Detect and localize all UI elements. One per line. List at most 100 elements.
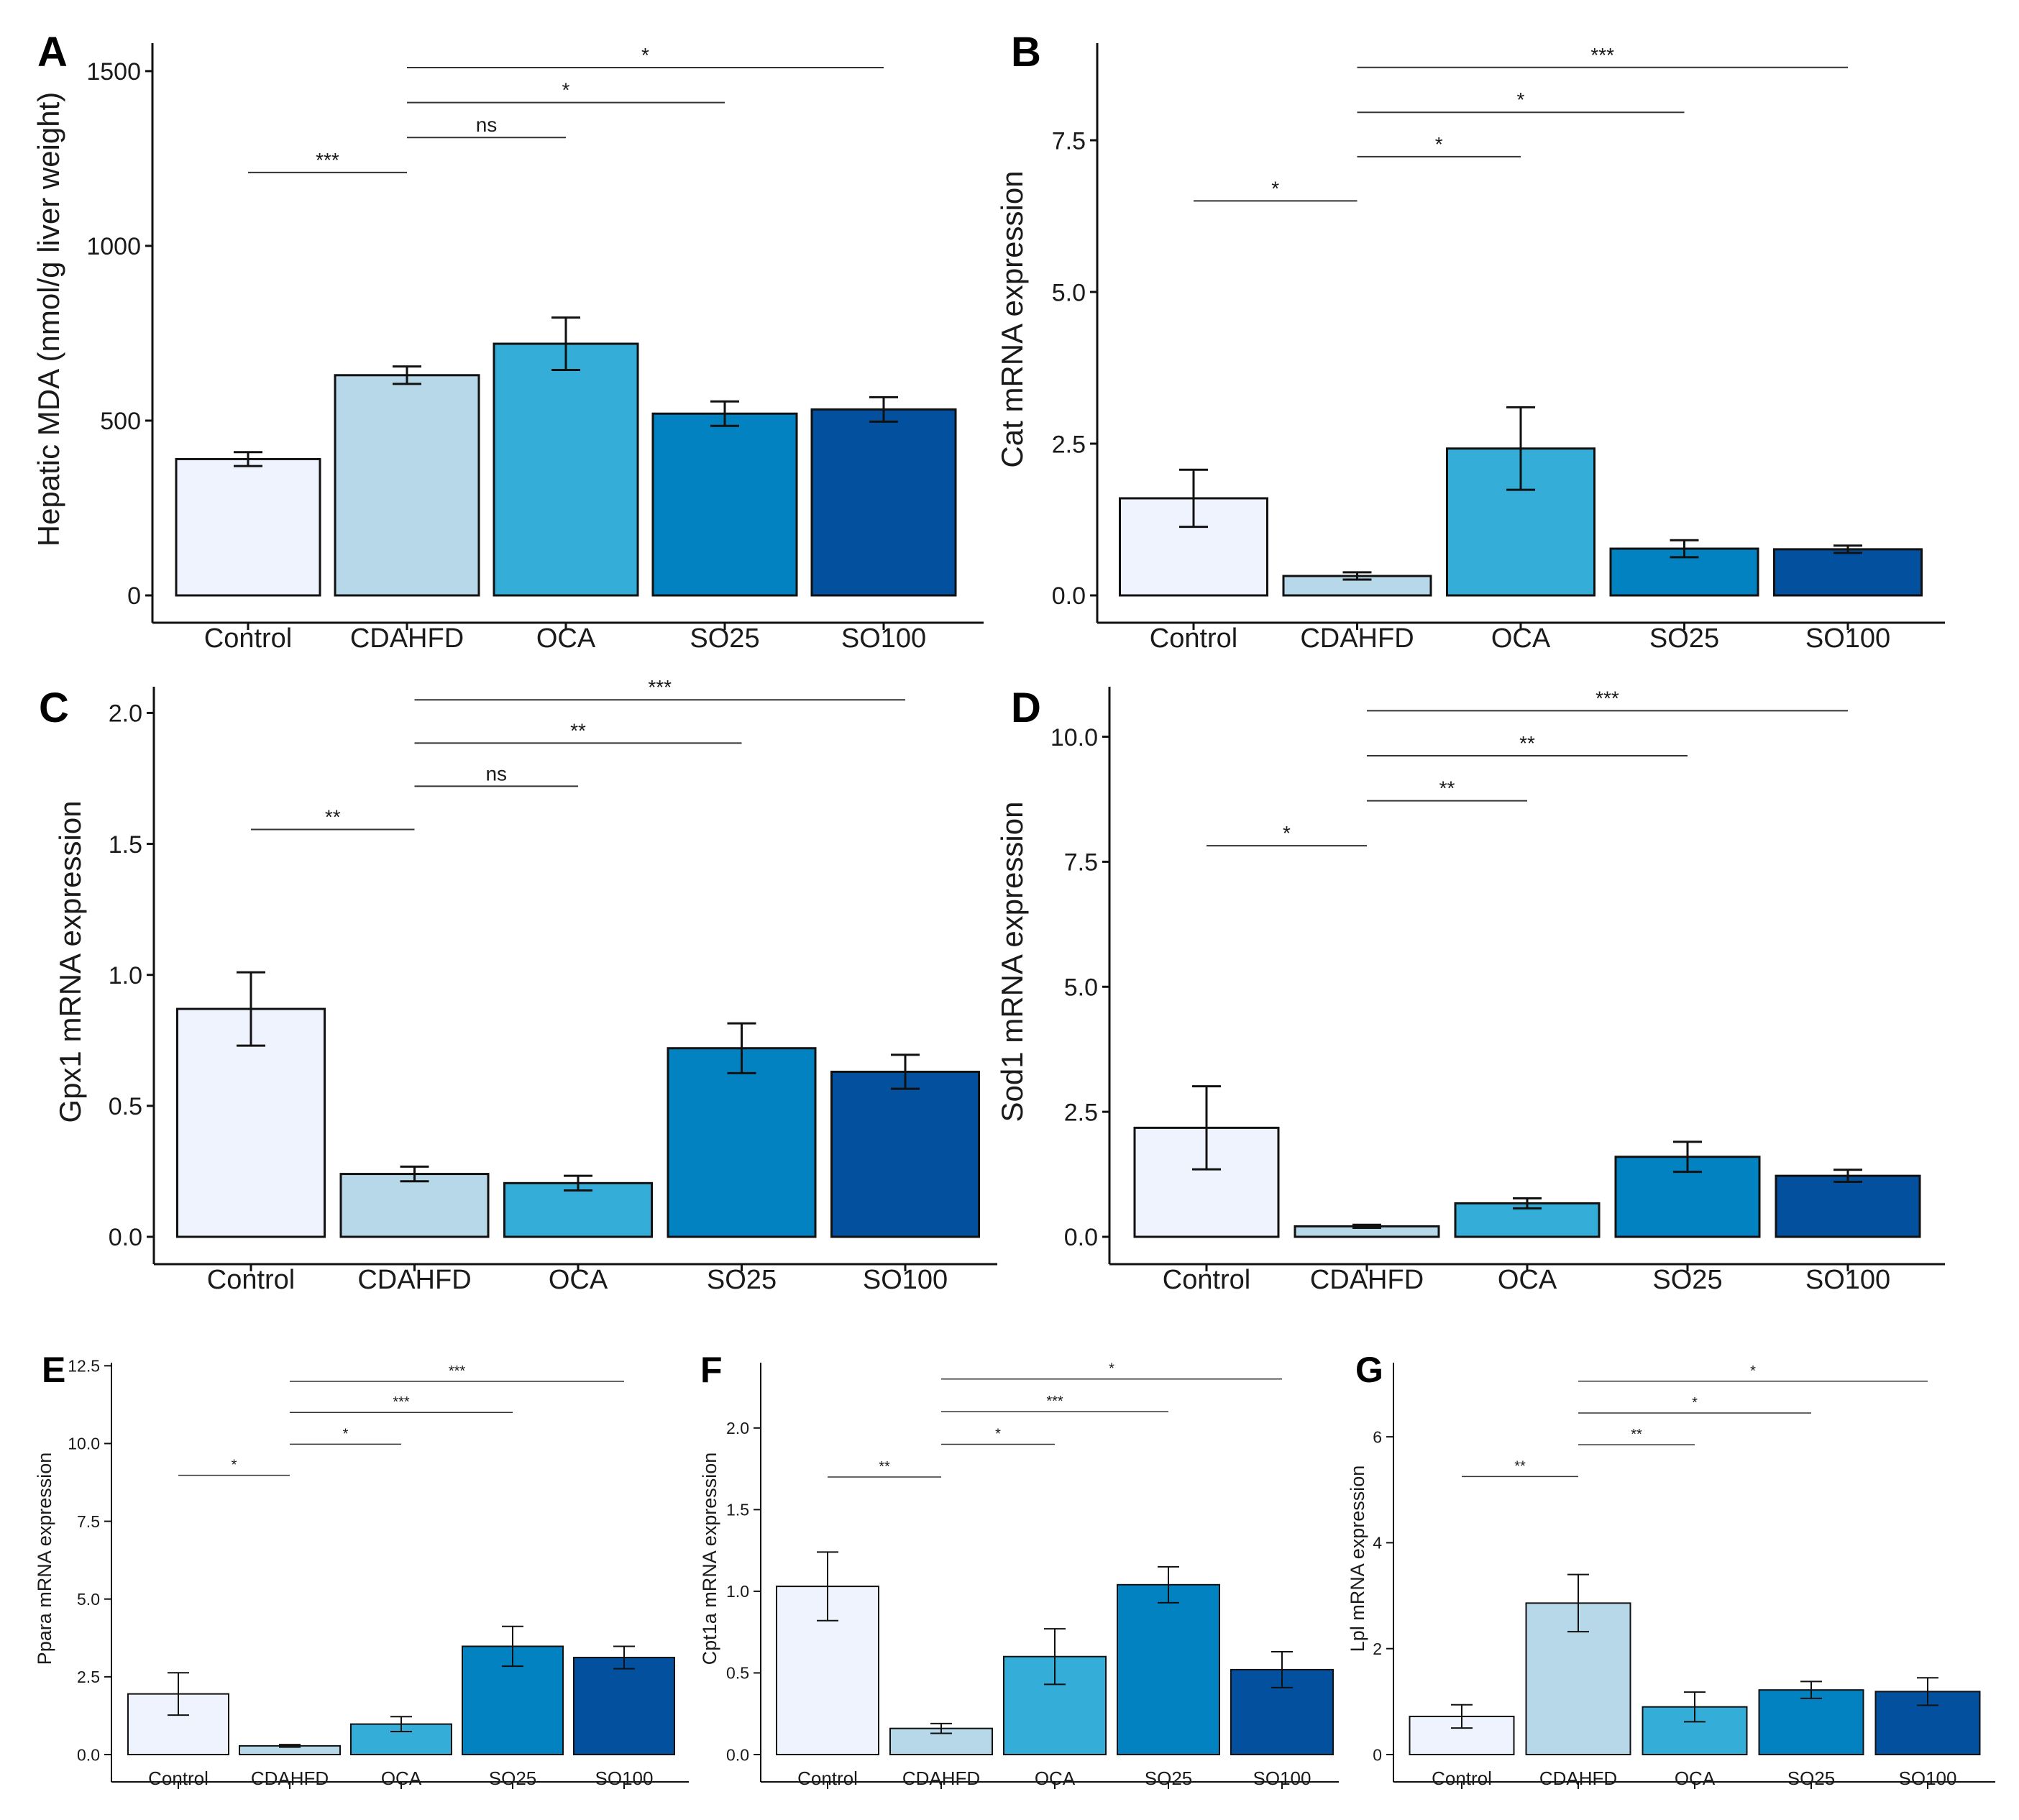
panel-c: C 0.0 0.5 1.0 1.5 2.0 Gpx1 mRNA expression Cont… bbox=[39, 676, 997, 1295]
y-tick-label: 1500 bbox=[86, 58, 141, 86]
x-tick-label-oca: OCA bbox=[1035, 1768, 1076, 1789]
significance-label: * bbox=[1271, 177, 1279, 199]
significance-label: *** bbox=[648, 676, 672, 698]
y-axis-label: Lpl mRNA expression bbox=[1347, 1465, 1368, 1652]
y-tick-label: 0.0 bbox=[1064, 1224, 1098, 1251]
x-tick-label-cdahfd: CDAHFD bbox=[1310, 1265, 1424, 1295]
error-bar-so100 bbox=[869, 395, 898, 423]
y-tick-label: 2 bbox=[1373, 1640, 1382, 1658]
y-tick-label: 0.0 bbox=[726, 1745, 749, 1764]
y-tick-label: 2.0 bbox=[109, 700, 142, 728]
y-tick-label: 7.5 bbox=[1064, 849, 1098, 877]
x-tick-label-so25: SO25 bbox=[690, 623, 759, 654]
bar-control bbox=[175, 457, 321, 597]
x-tick-label-cdahfd: CDAHFD bbox=[251, 1768, 329, 1789]
y-axis-label: Ppara mRNA expression bbox=[34, 1453, 55, 1665]
error-bar-control bbox=[817, 1551, 838, 1622]
x-tick-label-oca: OCA bbox=[536, 623, 596, 654]
significance-label: * bbox=[1517, 88, 1525, 111]
y-tick-label: 2.5 bbox=[77, 1668, 100, 1686]
y-tick-label: 1.0 bbox=[726, 1582, 749, 1601]
y-tick-label: 0.0 bbox=[77, 1745, 100, 1764]
y-axis-label: Hepatic MDA (nmol/g liver weight) bbox=[32, 92, 65, 547]
panel-letter: D bbox=[1011, 685, 1041, 731]
error-bar-so100 bbox=[1833, 544, 1862, 554]
error-bar-so100 bbox=[613, 1645, 635, 1670]
error-bar-cdahfd bbox=[1342, 571, 1372, 581]
x-tick-label-control: Control bbox=[797, 1768, 858, 1789]
y-tick-label: 1.0 bbox=[109, 962, 142, 989]
significance-label: *** bbox=[449, 1363, 466, 1379]
y-axis-label: Gpx1 mRNA expression bbox=[53, 800, 87, 1122]
significance-label: ns bbox=[476, 114, 498, 136]
panel-f: F 0.0 0.5 1.0 1.5 2.0 Cpt1a mRNA expression Con… bbox=[699, 1350, 1339, 1789]
x-tick-label-so25: SO25 bbox=[1649, 623, 1719, 654]
significance-label: * bbox=[343, 1426, 349, 1442]
error-bar-cdahfd bbox=[930, 1722, 952, 1734]
error-bar-oca bbox=[1044, 1628, 1066, 1686]
error-bar-control bbox=[168, 1672, 189, 1716]
x-tick-label-oca: OCA bbox=[549, 1265, 608, 1295]
error-bar-control bbox=[1179, 468, 1208, 529]
bar-so100 bbox=[573, 1657, 675, 1755]
x-tick-label-control: Control bbox=[1150, 623, 1238, 654]
x-tick-label-cdahfd: CDAHFD bbox=[1300, 623, 1414, 654]
x-tick-label-so25: SO25 bbox=[1145, 1768, 1193, 1789]
y-tick-label: 0 bbox=[1373, 1745, 1382, 1764]
panel-e: E 0.0 2.5 5.0 7.5 10.0 12.5 Ppara mRNA expressi… bbox=[34, 1350, 689, 1789]
error-bar-so25 bbox=[1673, 1140, 1702, 1174]
error-bar-so25 bbox=[502, 1625, 523, 1668]
error-bar-so100 bbox=[1833, 1169, 1862, 1183]
x-tick-label-so25: SO25 bbox=[1787, 1768, 1836, 1789]
panel-d: D 0.0 2.5 5.0 7.5 10.0 Sod1 mRNA expression Con… bbox=[995, 685, 1945, 1295]
x-tick-label-so100: SO100 bbox=[1253, 1768, 1311, 1789]
significance-label: ** bbox=[1514, 1458, 1526, 1474]
x-tick-label-oca: OCA bbox=[1675, 1768, 1716, 1789]
y-tick-label: 2.5 bbox=[1052, 431, 1086, 458]
panel-letter: C bbox=[39, 685, 69, 731]
y-tick-label: 7.5 bbox=[77, 1512, 100, 1531]
x-tick-label-cdahfd: CDAHFD bbox=[1539, 1768, 1617, 1789]
x-tick-label-so25: SO25 bbox=[489, 1768, 537, 1789]
x-tick-label-so100: SO100 bbox=[595, 1768, 654, 1789]
panel-letter: B bbox=[1011, 29, 1041, 76]
x-tick-label-oca: OCA bbox=[381, 1768, 422, 1789]
y-tick-label: 12.5 bbox=[68, 1357, 100, 1376]
y-tick-label: 500 bbox=[100, 408, 141, 435]
x-tick-label-so100: SO100 bbox=[841, 623, 926, 654]
significance-label: ** bbox=[1631, 1427, 1642, 1442]
y-axis-label: Cat mRNA expression bbox=[995, 170, 1029, 467]
significance-label: *** bbox=[316, 149, 339, 171]
x-tick-label-cdahfd: CDAHFD bbox=[357, 1265, 471, 1295]
significance-label: ** bbox=[1439, 777, 1455, 800]
panel-letter: F bbox=[700, 1350, 723, 1390]
error-bar-cdahfd bbox=[279, 1744, 301, 1748]
error-bar-cdahfd bbox=[400, 1165, 429, 1183]
y-tick-label: 2.5 bbox=[1064, 1099, 1098, 1126]
x-tick-label-oca: OCA bbox=[1498, 1265, 1557, 1295]
significance-label: ** bbox=[1519, 732, 1535, 754]
error-bar-control bbox=[234, 451, 262, 467]
significance-label: ** bbox=[570, 719, 586, 741]
significance-label: * bbox=[995, 1427, 1001, 1442]
x-tick-label-control: Control bbox=[207, 1265, 296, 1295]
error-bar-so25 bbox=[1800, 1680, 1822, 1699]
x-tick-label-oca: OCA bbox=[1491, 623, 1551, 654]
y-axis-label: Cpt1a mRNA expression bbox=[699, 1453, 720, 1665]
x-tick-label-control: Control bbox=[204, 623, 293, 654]
significance-label: * bbox=[641, 44, 649, 66]
error-bar-cdahfd bbox=[1567, 1573, 1589, 1633]
error-bar-oca bbox=[390, 1716, 412, 1732]
x-tick-label-control: Control bbox=[1163, 1265, 1251, 1295]
y-tick-label: 6 bbox=[1373, 1427, 1382, 1446]
x-tick-label-control: Control bbox=[1432, 1768, 1492, 1789]
y-tick-label: 7.5 bbox=[1052, 127, 1086, 155]
y-tick-label: 1.5 bbox=[726, 1501, 749, 1519]
y-tick-label: 5.0 bbox=[77, 1590, 100, 1609]
y-tick-label: 2.0 bbox=[726, 1419, 749, 1437]
x-tick-label-so25: SO25 bbox=[1652, 1265, 1722, 1295]
bar-so100 bbox=[810, 408, 957, 597]
y-tick-label: 5.0 bbox=[1052, 279, 1086, 306]
error-bar-control bbox=[1192, 1085, 1221, 1171]
